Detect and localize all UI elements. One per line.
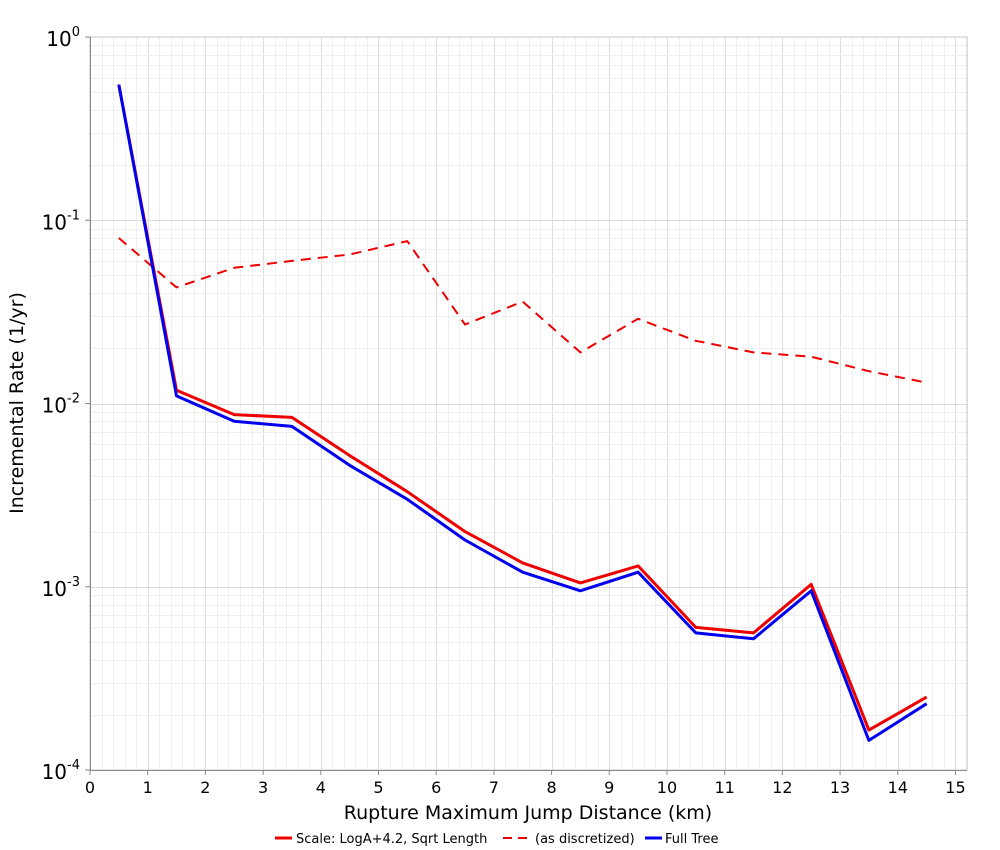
series-line-1 [118,237,927,384]
x-tick-label: 1 [143,778,153,797]
series-line-2 [117,84,928,742]
x-tick-label: 10 [657,778,677,797]
x-tick-label: 14 [888,778,908,797]
x-tick-label: 5 [373,778,383,797]
y-tick-label: 10-1 [42,208,80,234]
series-line-0 [117,84,928,732]
x-tick-label: 4 [316,778,326,797]
x-tick-label: 11 [714,778,734,797]
x-ticks: 0 1 2 3 4 5 6 7 8 9 10 11 12 13 14 15 [85,770,966,797]
x-tick-label: 2 [200,778,210,797]
legend-label-series-1: (as discretized) [535,832,635,847]
y-ticks: 100 10-1 10-2 10-3 10-4 [42,25,90,784]
y-tick-label: 10-3 [42,575,80,601]
x-tick-label: 9 [604,778,614,797]
x-tick-label: 0 [85,778,95,797]
legend: Scale: LogA+4.2, Sqrt Length (as discret… [275,832,718,847]
series-layer [117,84,928,742]
x-tick-label: 6 [431,778,441,797]
plot-background [90,37,967,770]
x-tick-label: 12 [772,778,792,797]
axes [90,37,967,771]
x-tick-label: 7 [489,778,499,797]
x-tick-label: 3 [258,778,268,797]
x-tick-label: 15 [945,778,965,797]
y-axis-title: Incremental Rate (1/yr) [6,292,28,514]
x-axis-title: Rupture Maximum Jump Distance (km) [344,802,712,824]
y-tick-label: 10-4 [42,758,80,784]
x-tick-label: 13 [830,778,850,797]
legend-label-series-2: Full Tree [665,832,718,847]
y-tick-label: 10-2 [42,392,80,418]
legend-label-series-0: Scale: LogA+4.2, Sqrt Length [296,832,487,847]
x-tick-label: 8 [546,778,556,797]
y-tick-label: 100 [46,25,80,51]
